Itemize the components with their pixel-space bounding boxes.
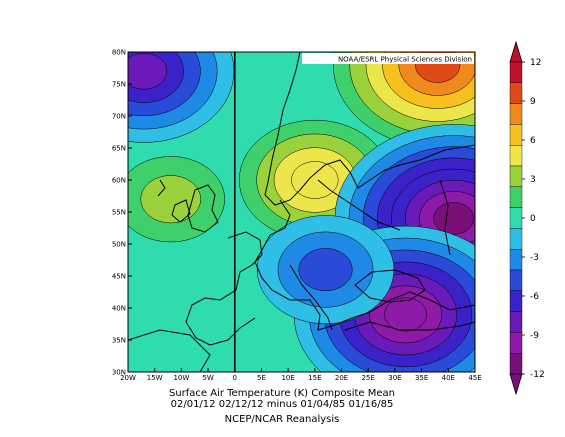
central-europe-cold-anomaly [256, 215, 395, 325]
colorbar-segment [509, 165, 523, 187]
colorbar-arrow-top [509, 40, 523, 63]
lon-tick-label: 20E [335, 374, 348, 382]
colorbar: 12 9 6 3 0 -3 -6 -9 -12 [509, 40, 545, 396]
colorbar-segment [509, 290, 523, 312]
colorbar-segment [509, 269, 523, 291]
lon-tick-label: 35E [415, 374, 428, 382]
arctic-cold-anomaly [128, 52, 235, 143]
colorbar-segment [509, 311, 523, 333]
colorbar-segment [509, 124, 523, 146]
caption-title: Surface Air Temperature (K) Composite Me… [169, 388, 395, 399]
lon-tick-label: 40E [442, 374, 455, 382]
anomaly-contour [298, 248, 353, 292]
temperature-anomaly-field [128, 52, 475, 372]
lat-tick-label: 55N [112, 209, 126, 217]
source-label-box: NOAA/ESRL Physical Sciences Division [302, 53, 474, 64]
colorbar-segment [509, 82, 523, 104]
colorbar-label: -12 [530, 370, 545, 380]
colorbar-label: -3 [530, 253, 539, 263]
anomaly-contour [433, 202, 474, 235]
lat-tick-label: 60N [112, 177, 126, 185]
lon-tick-label: 10E [281, 374, 294, 382]
colorbar-segment [509, 61, 523, 83]
lat-tick-label: 35N [112, 337, 126, 345]
lon-tick-label: 5E [257, 374, 266, 382]
lat-tick-label: 75N [112, 81, 126, 89]
colorbar-segment [509, 228, 523, 250]
anomaly-contour [384, 297, 427, 332]
lon-tick-label: 10W [173, 374, 189, 382]
lat-tick-label: 65N [112, 145, 126, 153]
lat-tick-label: 70N [112, 113, 126, 121]
source-label: NOAA/ESRL Physical Sciences Division [338, 56, 472, 64]
lon-tick-label: 0 [233, 374, 237, 382]
colorbar-segment [509, 103, 523, 125]
colorbar-label: 12 [530, 58, 541, 68]
lon-tick-label: 25E [362, 374, 375, 382]
colorbar-arrow-bottom [509, 373, 523, 396]
lat-tick-label: 40N [112, 305, 126, 313]
coastlines [128, 52, 475, 372]
north-atlantic-warm-anomaly [128, 156, 225, 243]
lat-tick-label: 80N [112, 49, 126, 57]
anomaly-contour [291, 161, 339, 199]
latitude-axis: 80N 75N 70N 65N 60N 55N 50N 45N 40N 35N 30N [112, 49, 132, 377]
colorbar-segment [509, 248, 523, 271]
lat-tick-label: 30N [112, 369, 126, 377]
lon-tick-label: 15W [147, 374, 163, 382]
colorbar-segment [509, 186, 523, 208]
colorbar-label: 6 [530, 136, 536, 146]
colorbar-label: -9 [530, 331, 539, 341]
lat-tick-label: 50N [112, 241, 126, 249]
colorbar-segment [509, 332, 523, 354]
longitude-axis: 20W 15W 10W 5W 0 5E 10E 15E 20E 25E 30E 35E 40E 45E [120, 368, 482, 382]
lat-tick-label: 45N [112, 273, 126, 281]
colorbar-label: 3 [530, 175, 536, 185]
colorbar-label: 0 [530, 214, 536, 224]
colorbar-segment [509, 207, 523, 229]
colorbar-segment [509, 353, 523, 375]
colorbar-label: -6 [530, 292, 539, 302]
colorbar-segment [509, 144, 523, 167]
lon-tick-label: 5W [202, 374, 213, 382]
lon-tick-label: 45E [468, 374, 481, 382]
caption-dates: 02/01/12 02/12/12 minus 01/04/85 01/16/8… [171, 399, 394, 410]
lon-tick-label: 30E [388, 374, 401, 382]
anomaly-contour [140, 175, 201, 224]
lon-tick-label: 20W [120, 374, 136, 382]
caption-dataset: NCEP/NCAR Reanalysis [225, 414, 340, 425]
anomaly-contour [128, 52, 168, 90]
lon-tick-label: 15E [308, 374, 321, 382]
colorbar-label: 9 [530, 97, 536, 107]
